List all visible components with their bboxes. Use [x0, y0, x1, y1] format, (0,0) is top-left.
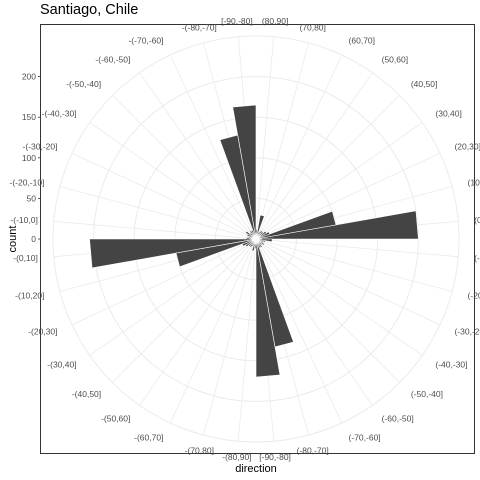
direction-tick-label: (-40,-30]	[435, 360, 467, 370]
radial-gridline	[255, 42, 309, 240]
radial-gridline	[89, 238, 257, 356]
direction-tick-label: (-50,-40]	[411, 389, 443, 399]
radial-gridline	[237, 238, 257, 442]
direction-tick-label: (-30,-20]	[454, 327, 480, 337]
radial-gridline	[89, 122, 257, 240]
direction-tick-label: -(80,90]	[222, 452, 251, 462]
radial-gridline	[255, 95, 400, 240]
y-axis-title: count	[7, 226, 19, 253]
outer-gridline	[52, 35, 460, 443]
radial-gridline	[255, 36, 275, 240]
direction-tick-label: -(10,20]	[15, 291, 44, 301]
radial-gridline	[139, 72, 257, 240]
radial-gridline	[255, 54, 343, 240]
x-axis-title: direction	[235, 463, 277, 475]
direction-tick-label: (-60,-50]	[382, 413, 414, 423]
direction-tick-label: (-70,-60]	[349, 432, 381, 442]
direction-tick-label: -(-30,-20]	[23, 141, 58, 151]
bar-(-10,0]	[255, 238, 273, 243]
radial-gridline	[255, 238, 400, 383]
direction-tick-label: -(-70,-60]	[128, 36, 163, 46]
direction-tick-label: (10,20]	[468, 177, 480, 187]
direction-tick-label: -(20,30]	[28, 327, 57, 337]
bar-(10,20]	[255, 210, 337, 240]
direction-tick-label: (50,60]	[382, 55, 408, 65]
direction-tick-label: (0,10]	[474, 215, 480, 225]
radial-gridline	[112, 238, 257, 383]
count-tick-label: 200	[22, 72, 36, 82]
direction-tick-label: (60,70]	[349, 36, 375, 46]
radial-gridline	[71, 152, 257, 240]
radial-gridline	[112, 95, 257, 240]
direction-tick-label: -(60,70]	[134, 432, 163, 442]
direction-tick-label: -(-80,-70]	[182, 22, 217, 32]
bar--(-80,-70]	[219, 134, 257, 240]
bar-(-80,-70]	[255, 238, 294, 348]
count-tick-label: 0	[31, 234, 36, 244]
bar-(70,80]	[255, 214, 265, 240]
direction-tick-label: (20,30]	[454, 141, 480, 151]
direction-tick-labels: (0,10] (10,20] (20,30] (30,40] (40,50] (50,60…	[9, 16, 480, 462]
radial-gridline	[255, 238, 343, 424]
direction-tick-label: -(50,60]	[101, 413, 130, 423]
direction-tick-label: (30,40]	[435, 108, 461, 118]
radial-gridline	[71, 238, 257, 326]
direction-tick-label: -(-50,-40]	[66, 79, 101, 89]
radial-gridline	[255, 72, 373, 240]
radial-gridline	[169, 238, 257, 424]
bars	[89, 104, 419, 378]
radial-gridline	[255, 238, 459, 258]
direction-tick-label: (-80,-70]	[297, 446, 329, 456]
count-tick-label: 100	[22, 153, 36, 163]
chart-title: Santiago, Chile	[40, 2, 139, 18]
radial-gridline	[255, 238, 441, 326]
direction-tick-label: -(-40,-30]	[42, 108, 77, 118]
direction-tick-label: -(-60,-50]	[95, 55, 130, 65]
bar--(10,20]	[175, 238, 257, 268]
radial-gridline	[255, 152, 441, 240]
radial-gridline	[255, 122, 423, 240]
direction-tick-label: -(-20,-10]	[9, 177, 44, 187]
count-tick-label: 50	[27, 193, 37, 203]
direction-tick-label: (-20,-10]	[468, 291, 480, 301]
direction-tick-label: -(0,10]	[13, 253, 38, 263]
direction-tick-label: -(-10,0]	[10, 215, 37, 225]
radial-gridline	[255, 238, 373, 406]
direction-tick-label: (70,80]	[299, 22, 325, 32]
direction-tick-label: (80,90]	[262, 16, 288, 26]
count-axis: 0 50 100 150 200	[22, 72, 41, 244]
radial-gridline	[139, 238, 257, 406]
direction-tick-label: -(30,40]	[47, 360, 76, 370]
direction-tick-label: (40,50]	[411, 79, 437, 89]
count-tick-label: 150	[22, 112, 36, 122]
radial-gridline	[53, 220, 257, 240]
direction-tick-label: -(40,50]	[72, 389, 101, 399]
direction-tick-label: (-10,0]	[474, 253, 480, 263]
radial-gridline	[255, 238, 453, 292]
radial-gridline	[169, 54, 257, 240]
direction-tick-label: -(70,80]	[185, 446, 214, 456]
radial-gridline	[59, 186, 257, 240]
direction-tick-label: [-90,-80]	[221, 16, 253, 26]
radial-gridline	[203, 238, 257, 436]
radial-gridline	[255, 238, 423, 356]
direction-tick-label: [-90,-80]	[259, 452, 291, 462]
